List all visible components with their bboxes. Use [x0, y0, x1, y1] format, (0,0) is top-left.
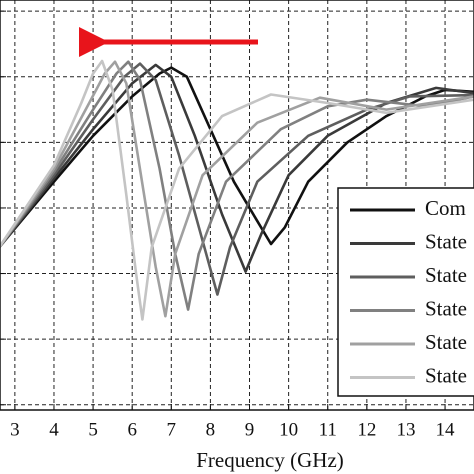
- x-tick-label: 10: [279, 419, 298, 440]
- x-axis-label: Frequency (GHz): [196, 448, 344, 472]
- series-line: [0, 59, 474, 321]
- x-tick-label: 5: [88, 419, 98, 440]
- legend-label: Com: [425, 196, 466, 220]
- legend-label: State: [425, 296, 467, 320]
- legend-box: [337, 187, 474, 397]
- legend-label: State: [425, 229, 467, 253]
- x-tick-label: 11: [319, 419, 337, 440]
- x-tick-label: 8: [206, 419, 216, 440]
- x-tick-label: 12: [357, 419, 376, 440]
- x-tick-label: 7: [167, 419, 177, 440]
- series-line: [0, 60, 474, 318]
- plot-frame: [0, 0, 474, 411]
- x-tick-label: 4: [49, 419, 59, 440]
- x-tick-label: 14: [436, 419, 456, 440]
- lines: [0, 59, 474, 321]
- x-tick-label: 6: [127, 419, 137, 440]
- legend-label: State: [425, 330, 467, 354]
- legend: Com State State State State State: [350, 196, 467, 387]
- x-tick-label: 13: [396, 419, 415, 440]
- series-line: [0, 63, 474, 273]
- x-tick-label: 9: [245, 419, 255, 440]
- axes: 3456789101112131415: [0, 10, 456, 440]
- legend-label: State: [425, 363, 467, 387]
- x-tick-label: 3: [10, 419, 20, 440]
- legend-label: State: [425, 263, 467, 287]
